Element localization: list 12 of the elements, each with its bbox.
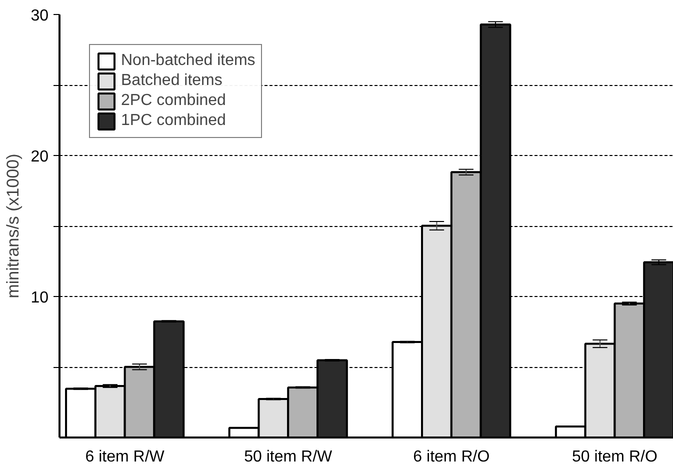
legend-label: Non-batched items (121, 51, 256, 71)
x-tick-label: 50 item R/O (572, 448, 658, 466)
y-tick-label: 10 (30, 290, 49, 306)
x-tick-label: 6 item R/W (85, 448, 166, 466)
y-tick-label: 20 (30, 148, 49, 166)
legend-label: 2PC combined (121, 91, 226, 111)
x-tick-label: 6 item R/O (413, 448, 490, 466)
x-tick-label: 50 item R/W (244, 448, 334, 466)
legend-label: Batched items (121, 71, 222, 91)
y-tick-label: 30 (30, 8, 49, 24)
y-axis-title: minitrans/s (x1000) (4, 154, 23, 298)
legend-label: 1PC combined (121, 111, 226, 131)
